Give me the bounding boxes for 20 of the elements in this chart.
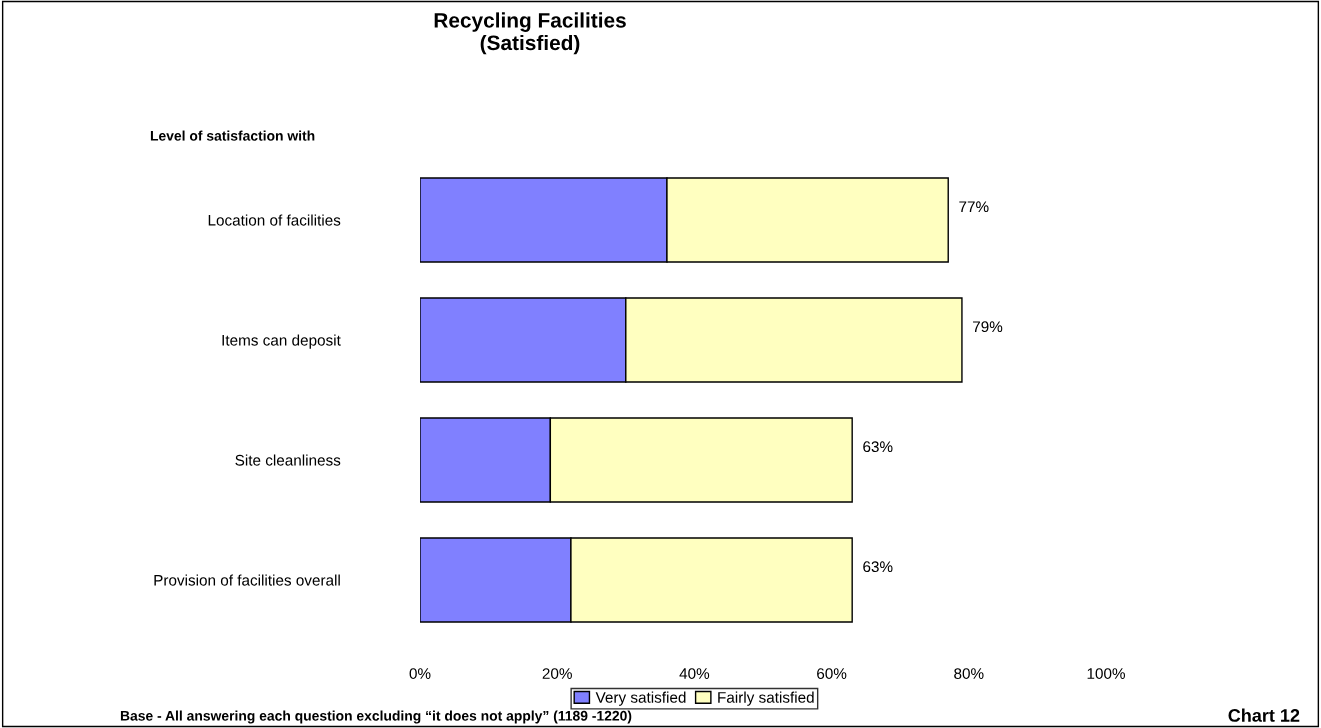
x-tick-label: 0% [409, 668, 431, 679]
y-tick-label: Location of facilities [208, 214, 341, 226]
x-tick-label: 60% [817, 668, 847, 679]
legend-label: Fairly satisfied [718, 691, 814, 706]
total-label: 77% [959, 201, 989, 213]
total-label: 79% [973, 321, 1003, 333]
caption: Chart 12 [1228, 708, 1300, 722]
y-tick-label: Provision of facilities overall [154, 574, 340, 586]
x-tick-label: 80% [954, 668, 984, 679]
chart-title: Recycling Facilities (Satisfied) [434, 12, 626, 55]
x-tick-label: 20% [542, 668, 572, 679]
y-tick-label: Items can deposit [222, 334, 341, 349]
x-tick-label: 100% [1087, 668, 1125, 679]
x-tick-label: 40% [679, 668, 710, 679]
text: Base - All answering each question excluding “it does not apply” (1189 -1220) [120, 710, 632, 724]
total-label: 63% [863, 441, 893, 453]
text: Level of satisfaction with [150, 130, 315, 141]
y-tick-label: Site cleanliness [235, 454, 341, 466]
legend-label: Very satisfied [595, 691, 686, 706]
total-label: 63% [863, 561, 893, 573]
